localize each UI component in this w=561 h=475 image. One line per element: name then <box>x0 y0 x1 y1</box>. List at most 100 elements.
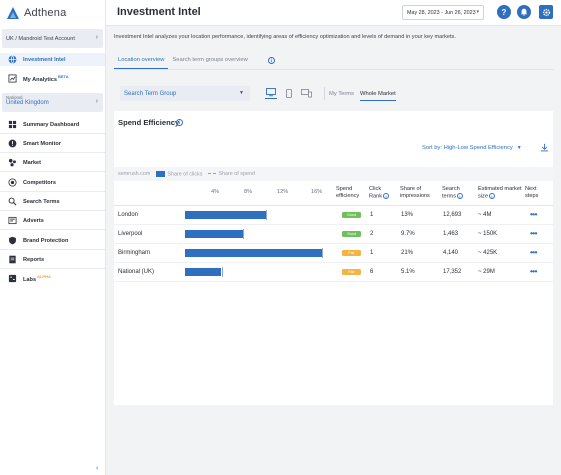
market-size-value: ~ 29M <box>478 269 495 275</box>
divider <box>0 268 105 269</box>
click-rank-value: 6 <box>370 269 374 275</box>
caret-down-icon: ▼ <box>239 90 244 96</box>
sort-select[interactable]: Sort by: High-Low Spend Efficiency ▼ <box>422 145 522 151</box>
labs-icon <box>8 274 17 283</box>
mobile-device-button[interactable] <box>283 87 295 99</box>
all-devices-button[interactable] <box>300 87 312 99</box>
download-icon[interactable] <box>540 143 549 152</box>
all-devices-icon <box>300 88 312 97</box>
share-of-clicks-bar[interactable] <box>185 211 266 219</box>
market-icon <box>8 158 17 167</box>
region-selector[interactable]: National United Kingdom › <box>2 93 103 112</box>
market-size-value: ~ 150K <box>478 231 498 237</box>
more-options-icon[interactable]: ••• <box>530 210 537 219</box>
table-row[interactable]: Birmingham Fair 1 21% 4,140 ~ 425K ••• <box>114 244 553 263</box>
sidebar-item-label: My AnalyticsBETA <box>23 74 69 83</box>
search-terms-value: 17,352 <box>443 269 462 275</box>
dashboard-icon <box>8 120 17 129</box>
impressions-value: 21% <box>401 250 414 256</box>
share-of-spend-marker <box>321 248 323 258</box>
table-row[interactable]: London Good 1 13% 12,693 ~ 4M ••• <box>114 206 553 225</box>
sidebar-item-my-analytics[interactable]: My AnalyticsBETA <box>0 72 105 85</box>
tab-search-term-groups-overview[interactable]: Search term groups overview <box>172 57 248 63</box>
search-icon <box>8 197 17 206</box>
column-header-market-size[interactable]: Estimated market size i <box>478 186 522 200</box>
share-of-clicks-bar[interactable] <box>185 230 244 238</box>
desktop-device-button[interactable] <box>265 87 277 99</box>
column-header-share-of-impressions[interactable]: Share of impressions <box>400 186 430 199</box>
sidebar-item-competitors[interactable]: Competitors <box>0 176 105 189</box>
sidebar-item-label: Market <box>23 159 42 166</box>
sidebar-item-label: Smart Monitor <box>23 140 61 147</box>
sidebar-item-labs[interactable]: LabsALPHA <box>0 272 105 285</box>
sidebar-item-label: Reports <box>23 256 45 263</box>
divider <box>324 87 325 100</box>
search-terms-value: 12,693 <box>443 212 462 218</box>
help-icon: ? <box>501 7 507 17</box>
divider <box>0 191 105 192</box>
sidebar-item-label: Search Terms <box>23 198 60 205</box>
gear-icon <box>542 8 550 16</box>
help-button[interactable]: ? <box>497 5 511 19</box>
axis-tick-label: 12% <box>277 189 289 195</box>
notifications-button[interactable] <box>517 5 531 19</box>
share-of-clicks-bar[interactable] <box>185 249 322 257</box>
caret-down-icon: ▾ <box>476 9 479 15</box>
column-header-spend-efficiency[interactable]: Spend efficiency <box>336 186 360 199</box>
info-icon[interactable]: i <box>268 57 275 64</box>
info-icon[interactable]: i <box>176 119 183 126</box>
sidebar-item-label: Investment Intel <box>23 56 66 63</box>
column-header-search-terms[interactable]: Search terms i <box>442 186 474 201</box>
chevron-right-icon: › <box>95 98 98 105</box>
adthena-logo-icon <box>7 7 19 19</box>
alert-icon <box>8 139 17 148</box>
sidebar-item-search-terms[interactable]: Search Terms <box>0 195 105 208</box>
account-selector[interactable]: UK / Mandroid Test Account › <box>2 29 103 48</box>
spend-swatch <box>208 173 217 175</box>
search-term-group-select[interactable]: Search Term Group ▼ <box>120 86 250 101</box>
sidebar-item-market[interactable]: Market <box>0 156 105 169</box>
table-row[interactable]: National (UK) Fair 6 5.1% 17,352 ~ 29M ••• <box>114 263 553 282</box>
collapse-sidebar-icon[interactable]: ‹ <box>96 465 99 472</box>
whole-market-toggle[interactable]: Whole Market <box>360 91 396 101</box>
chevron-right-icon: › <box>95 34 98 41</box>
table-row[interactable]: Liverpool Good 2 9.7% 1,463 ~ 150K ••• <box>114 225 553 244</box>
tab-location-overview[interactable]: Location overview <box>114 54 169 69</box>
analytics-icon <box>8 74 17 83</box>
more-options-icon[interactable]: ••• <box>530 248 537 257</box>
column-header-click-rank[interactable]: Click Rank i <box>369 186 395 201</box>
location-label: London <box>118 212 139 218</box>
more-options-icon[interactable]: ••• <box>530 267 537 276</box>
info-icon[interactable]: i <box>383 193 390 199</box>
settings-button[interactable] <box>539 5 553 19</box>
spend-efficiency-card: Spend Efficiency i Sort by: High-Low Spe… <box>114 111 553 405</box>
main-content: Investment Intel analyzes your location … <box>106 26 561 475</box>
divider <box>0 249 105 250</box>
info-icon[interactable]: i <box>488 193 495 199</box>
sidebar-item-adverts[interactable]: Adverts <box>0 214 105 227</box>
caret-down-icon: ▼ <box>516 145 522 151</box>
shield-icon <box>8 236 17 245</box>
sidebar-item-summary-dashboard[interactable]: Summary Dashboard <box>0 118 105 131</box>
brand-name: Adthena <box>24 7 67 19</box>
sidebar-item-label: Summary Dashboard <box>23 121 80 128</box>
date-range-picker[interactable]: May 28, 2023 - Jun 26, 2023 ▾ <box>402 5 484 20</box>
my-terms-toggle[interactable]: My Terms <box>329 91 355 97</box>
top-bar: Investment Intel May 28, 2023 - Jun 26, … <box>106 0 561 26</box>
sidebar-item-brand-protection[interactable]: Brand Protection <box>0 234 105 247</box>
mobile-icon <box>286 88 292 98</box>
more-options-icon[interactable]: ••• <box>530 229 537 238</box>
sidebar-item-reports[interactable]: Reports <box>0 253 105 266</box>
divider <box>0 229 105 230</box>
info-icon[interactable]: i <box>456 193 463 199</box>
brand[interactable]: Adthena <box>0 0 105 26</box>
location-label: Birmingham <box>118 250 151 256</box>
efficiency-badge: Fair <box>342 250 361 256</box>
efficiency-badge: Good <box>342 212 361 218</box>
divider <box>0 171 105 172</box>
share-of-clicks-bar[interactable] <box>185 268 221 276</box>
efficiency-badge: Fair <box>342 269 361 275</box>
sidebar-item-investment-intel[interactable]: Investment Intel <box>0 53 105 66</box>
sidebar-item-smart-monitor[interactable]: Smart Monitor <box>0 137 105 150</box>
region-label: National <box>6 95 23 100</box>
